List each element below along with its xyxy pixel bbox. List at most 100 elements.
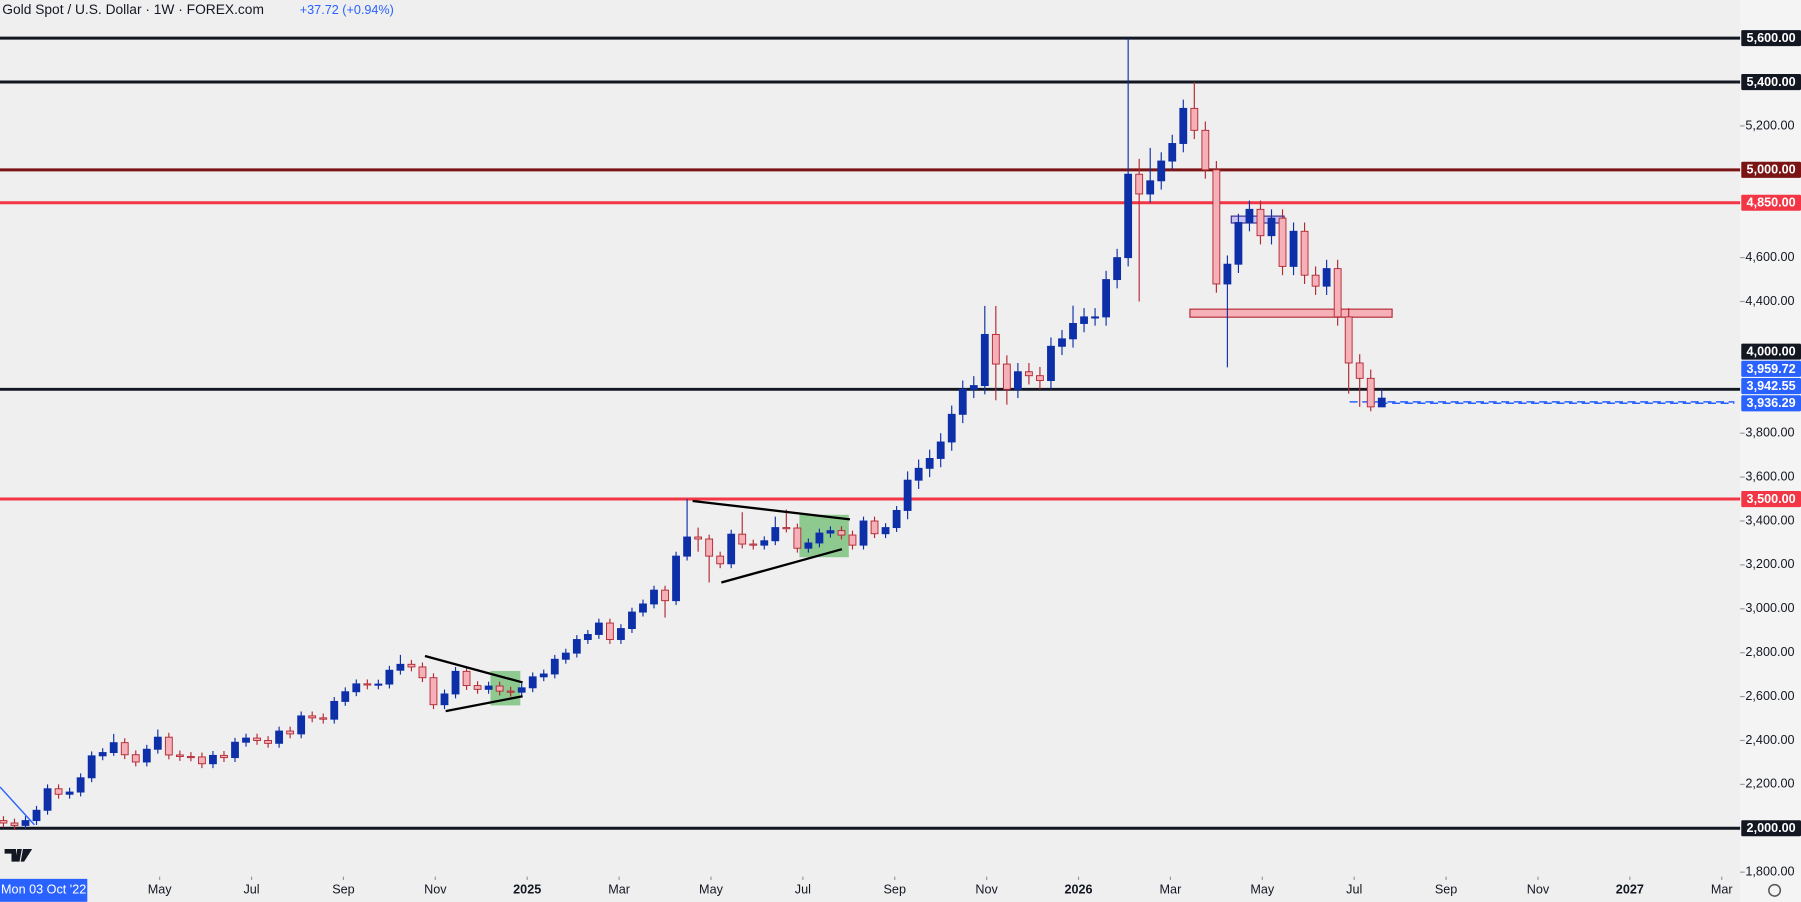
candle-body bbox=[716, 555, 725, 565]
candle-body bbox=[672, 555, 680, 602]
y-tick-label: 3,400.00 bbox=[1745, 513, 1794, 527]
candle-body bbox=[771, 527, 780, 542]
price-tag-label: 4,850.00 bbox=[1747, 196, 1796, 210]
candle-body bbox=[1278, 217, 1287, 267]
price-tag-label: 2,000.00 bbox=[1747, 821, 1796, 835]
candle-body bbox=[473, 685, 482, 690]
x-tick-label: Nov bbox=[1527, 883, 1550, 897]
candle-body bbox=[231, 741, 239, 759]
x-tick-label: Jul bbox=[243, 883, 259, 897]
price-tag-label: 4,000.00 bbox=[1747, 345, 1796, 359]
price-tag-label: 5,000.00 bbox=[1747, 163, 1796, 177]
candle-body bbox=[98, 752, 107, 757]
candle-body bbox=[352, 683, 361, 693]
candle-body bbox=[815, 532, 824, 544]
candle-body bbox=[705, 538, 714, 557]
candle-body bbox=[903, 479, 912, 511]
candle-body bbox=[1113, 257, 1122, 281]
candle-body bbox=[859, 520, 868, 546]
candle-body bbox=[220, 754, 228, 759]
candle-body bbox=[440, 693, 449, 706]
candle-body bbox=[1289, 230, 1298, 267]
candle-body bbox=[594, 622, 603, 635]
x-tick-label: Sep bbox=[884, 883, 906, 897]
candle-body bbox=[881, 527, 890, 535]
candle-body bbox=[605, 622, 614, 640]
candle-body bbox=[142, 748, 151, 763]
candle-body bbox=[914, 467, 923, 481]
price-tag-label: 3,959.72 bbox=[1747, 362, 1796, 376]
candle-body bbox=[793, 527, 802, 549]
y-tick-label: 3,000.00 bbox=[1745, 601, 1794, 615]
candle-body bbox=[1344, 316, 1353, 364]
price-tag bbox=[1741, 820, 1801, 837]
y-tick-label: 3,800.00 bbox=[1745, 426, 1794, 440]
x-tick-label: 2025 bbox=[513, 883, 541, 897]
candle-body bbox=[804, 542, 813, 549]
candle-body bbox=[462, 670, 471, 687]
candle-body bbox=[131, 754, 140, 763]
candle-body bbox=[1036, 375, 1044, 381]
y-tick-label: 1,800.00 bbox=[1745, 865, 1794, 879]
candles bbox=[0, 38, 1386, 830]
settings-icon[interactable] bbox=[1768, 883, 1782, 897]
x-tick-label: Mar bbox=[1711, 883, 1733, 897]
candle-body bbox=[1080, 316, 1088, 324]
candle-body bbox=[164, 736, 173, 756]
price-tag-label: 3,942.55 bbox=[1747, 379, 1796, 393]
x-tick-label: 2026 bbox=[1064, 883, 1092, 897]
x-tick-label: May bbox=[699, 883, 724, 897]
chart-title: Gold Spot / U.S. Dollar · 1W · FOREX.com bbox=[2, 2, 264, 17]
candle-body bbox=[947, 413, 956, 443]
candle-body bbox=[870, 520, 879, 535]
candle-body bbox=[385, 669, 394, 685]
candle-body bbox=[749, 543, 758, 546]
candle-body bbox=[1201, 129, 1210, 171]
candle-body bbox=[418, 666, 427, 679]
logo bbox=[4, 848, 33, 862]
candle-body bbox=[264, 740, 272, 744]
price-tag bbox=[1741, 74, 1801, 91]
y-tick-label: 2,600.00 bbox=[1745, 689, 1794, 703]
candle-body bbox=[275, 730, 284, 744]
candle-body bbox=[683, 536, 691, 557]
candle-body bbox=[253, 737, 261, 741]
candle-body bbox=[936, 441, 945, 459]
candle-body bbox=[87, 755, 96, 779]
price-tag-label: 5,400.00 bbox=[1747, 75, 1796, 89]
candle-body bbox=[495, 685, 504, 692]
trend-line bbox=[445, 695, 523, 713]
candle-body bbox=[1322, 268, 1331, 287]
price-tag bbox=[1741, 395, 1801, 412]
price-axis bbox=[1740, 0, 1801, 902]
candle-body bbox=[1366, 377, 1375, 408]
candle-body bbox=[396, 663, 405, 671]
trend-line bbox=[0, 786, 35, 826]
price-tag bbox=[1741, 491, 1801, 508]
x-tick-label: 2027 bbox=[1616, 883, 1644, 897]
tv-logo bbox=[4, 848, 33, 862]
price-tag bbox=[1741, 30, 1801, 47]
price-tag bbox=[1741, 161, 1801, 178]
candle-body bbox=[374, 683, 383, 686]
candle-body bbox=[175, 754, 184, 757]
candle-body bbox=[319, 717, 328, 720]
candle-body bbox=[561, 652, 570, 660]
candle-body bbox=[76, 777, 85, 793]
x-tick-label: Jul bbox=[795, 883, 811, 897]
candle-body bbox=[980, 333, 989, 387]
candle-body bbox=[1168, 143, 1177, 162]
candle-body bbox=[153, 736, 162, 750]
price-tag-label: 3,936.29 bbox=[1747, 396, 1796, 410]
candle-body bbox=[848, 534, 857, 546]
candle-body bbox=[506, 690, 515, 693]
candle-body bbox=[517, 687, 526, 693]
candle-body bbox=[65, 791, 74, 795]
x-tick-label: Nov bbox=[424, 883, 447, 897]
candle-body bbox=[451, 670, 460, 695]
x-tick-label: May bbox=[148, 883, 173, 897]
candle-body bbox=[1333, 268, 1342, 318]
candle-body bbox=[837, 530, 846, 536]
candle-body bbox=[297, 715, 306, 735]
